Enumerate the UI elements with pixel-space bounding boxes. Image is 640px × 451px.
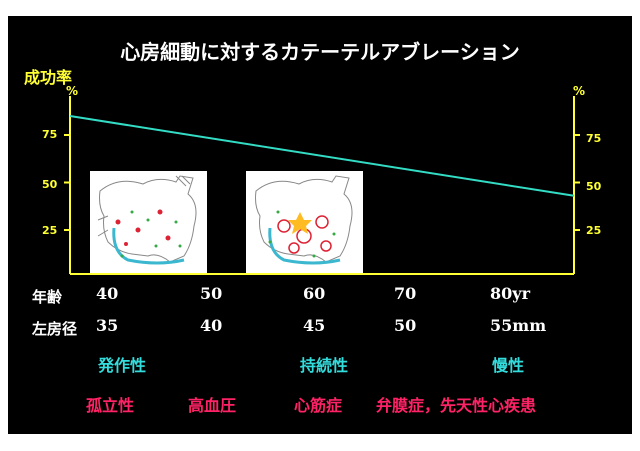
af-type-paroxysmal: 発作性: [98, 356, 147, 375]
disease-isolated: 孤立性: [86, 396, 135, 415]
atrium-value: 45: [303, 316, 326, 335]
atrium-value: 35: [96, 316, 119, 335]
y-tick-right: 75: [586, 132, 602, 145]
atrium-value: 55mm: [490, 316, 547, 335]
af-type-persistent: 持続性: [300, 356, 349, 375]
atrium-diagram-persistent: [246, 171, 363, 273]
af-type-chronic: 慢性: [492, 356, 525, 375]
age-value: 60: [303, 284, 326, 303]
disease-valvular-congenital: 弁膜症，先天性心疾患: [376, 396, 537, 415]
y-tick-left: 50: [42, 178, 58, 191]
slide: 心房細動に対するカテーテルアブレーション 成功率 % % 75 50 25 75…: [8, 16, 632, 434]
age-value: 70: [394, 284, 417, 303]
y-tick-right: 25: [586, 224, 602, 237]
y-unit-left: %: [66, 84, 79, 98]
y-tick-right: 50: [586, 180, 602, 193]
atrium-diagram-paroxysmal: [90, 171, 207, 273]
chart: [64, 96, 580, 275]
atrium-value: 40: [200, 316, 223, 335]
atrium-row-label: 左房径: [32, 320, 78, 338]
y-tick-left: 25: [42, 224, 58, 237]
age-value: 40: [96, 284, 119, 303]
chart-title: 心房細動に対するカテーテルアブレーション: [120, 40, 520, 64]
age-value: 80yr: [490, 284, 530, 303]
y-unit-right: %: [573, 84, 586, 98]
age-value: 50: [200, 284, 223, 303]
y-tick-left: 75: [42, 128, 58, 141]
disease-cardiomyopathy: 心筋症: [294, 396, 343, 415]
age-row-label: 年齢: [32, 288, 63, 306]
success-rate-trend-line: [69, 115, 575, 197]
atrium-value: 50: [394, 316, 417, 335]
y-axis-label: 成功率: [24, 68, 73, 87]
disease-hypertension: 高血圧: [188, 396, 237, 415]
